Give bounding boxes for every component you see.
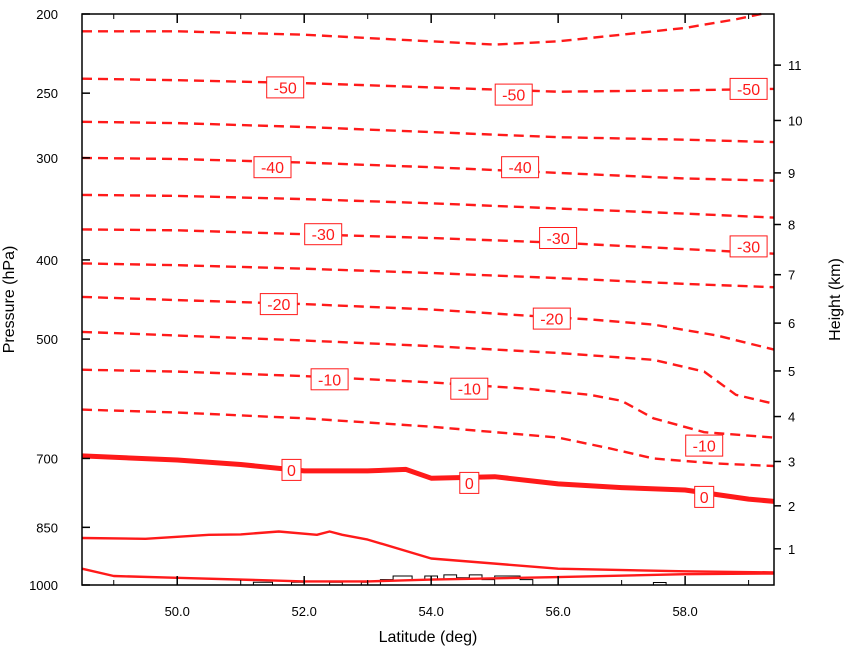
y-right-tick-label: 1 <box>788 542 795 557</box>
contour-label: -10 <box>685 434 724 457</box>
tick-layer: 50.0 52.0 54.0 56.0 58.020025030040050070085… <box>29 7 802 619</box>
contour-label: -40 <box>501 156 540 179</box>
contour-label-text: -50 <box>274 80 297 97</box>
contour-label: 0 <box>694 485 715 508</box>
contour-label: -20 <box>259 293 298 316</box>
contour-label: -10 <box>450 377 489 400</box>
x-tick-label: 50.0 <box>165 604 190 619</box>
contour-label-box <box>729 77 768 100</box>
contour-label-text: -20 <box>540 312 563 329</box>
y-left-tick-label: 400 <box>36 253 58 268</box>
y-left-tick-label: 200 <box>36 7 58 22</box>
contour-label: -30 <box>539 227 578 249</box>
contour-line-minus-20 <box>81 295 775 351</box>
contour-label-text: -10 <box>318 372 341 389</box>
y-right-tick-label: 7 <box>788 268 795 283</box>
contour-label-text: -40 <box>509 160 532 177</box>
y-left-tick-label: 700 <box>36 451 58 466</box>
contour-line-minus-45 <box>81 120 775 144</box>
contour-label: -30 <box>729 235 768 258</box>
contour-label-box <box>259 293 298 316</box>
contour-label: -40 <box>253 156 292 179</box>
contour-line-minus-30 <box>81 228 775 255</box>
contour-line-minus-50 <box>81 77 775 93</box>
contour-label-text: -40 <box>261 160 284 177</box>
contour-label-box <box>281 458 302 481</box>
y-right-tick-label: 11 <box>788 58 802 73</box>
y-left-tick-label: 500 <box>36 332 58 347</box>
contour-label-text: -50 <box>737 82 760 99</box>
contour-label-text: -20 <box>267 297 290 314</box>
contour-line-minus-15 <box>81 330 775 405</box>
contour-label-box <box>450 377 489 400</box>
contour-line-minus-55 <box>82 12 762 46</box>
contour-line-minus-10 <box>81 368 775 439</box>
contour-label-box <box>266 76 305 99</box>
x-tick-label: 52.0 <box>292 604 317 619</box>
contour-label-box <box>532 307 571 330</box>
contour-label-box <box>539 227 578 249</box>
contour-label-box <box>501 156 540 179</box>
contour-label-box <box>694 485 715 508</box>
contour-label: 0 <box>281 458 302 481</box>
y-left-tick-label: 1000 <box>29 578 58 593</box>
contour-label-text: -10 <box>458 382 481 399</box>
y-right-tick-label: 4 <box>788 410 795 425</box>
contour-label-text: -30 <box>547 231 570 248</box>
y-left-tick-label: 850 <box>36 520 58 535</box>
contour-label-text: -30 <box>312 227 335 244</box>
contour-label-box <box>729 235 768 258</box>
contour-line-0 <box>81 453 775 504</box>
contour-layer <box>81 12 775 583</box>
contour-line-minus-35 <box>81 193 775 219</box>
y-right-tick-label: 8 <box>788 218 795 233</box>
contour-label: 0 <box>459 471 480 494</box>
x-axis-title: Latitude (deg) <box>379 629 478 646</box>
contour-label: -10 <box>310 368 349 391</box>
y-axis-right-title: Height (km) <box>827 258 844 341</box>
contour-label-text: 0 <box>287 463 296 480</box>
y-right-tick-label: 5 <box>788 364 795 379</box>
plot-frame <box>81 13 775 586</box>
contour-label-box <box>253 156 292 179</box>
y-left-tick-label: 250 <box>36 86 58 101</box>
y-right-tick-label: 10 <box>788 113 802 128</box>
contour-line-minus-25 <box>81 262 775 289</box>
contour-label-box <box>494 83 533 106</box>
contour-label: -20 <box>532 307 571 330</box>
contour-label-box <box>304 223 343 246</box>
contour-label-text: 0 <box>700 490 709 507</box>
contour-label: -30 <box>304 223 343 246</box>
contour-label-text: -50 <box>502 88 525 105</box>
x-tick-label: 54.0 <box>419 604 444 619</box>
y-right-tick-label: 6 <box>788 316 795 331</box>
y-left-tick-label: 300 <box>36 151 58 166</box>
contour-label-box <box>310 368 349 391</box>
contour-line-minus-5 <box>81 408 775 468</box>
contour-line-5 <box>81 530 775 574</box>
x-tick-label: 58.0 <box>672 604 697 619</box>
x-tick-label: 56.0 <box>545 604 570 619</box>
contour-label-box <box>459 471 480 494</box>
contour-label: -50 <box>729 77 768 100</box>
contour-label-text: 0 <box>465 476 474 493</box>
y-right-tick-label: 9 <box>788 166 795 181</box>
contour-label: -50 <box>266 76 305 99</box>
y-right-tick-label: 2 <box>788 499 795 514</box>
y-axis-left-title: Pressure (hPa) <box>1 246 18 354</box>
contour-label-layer: -50 -50 -50 -40 -40 -30 -30 -30 -20 -20 -10 -10 -10 0… <box>253 76 768 508</box>
contour-label-text: -30 <box>737 239 760 256</box>
contour-line-minus-40 <box>81 156 775 182</box>
contour-label-box <box>685 434 724 457</box>
y-right-tick-label: 3 <box>788 454 795 469</box>
contour-label: -50 <box>494 83 533 106</box>
contour-label-text: -10 <box>693 439 716 456</box>
